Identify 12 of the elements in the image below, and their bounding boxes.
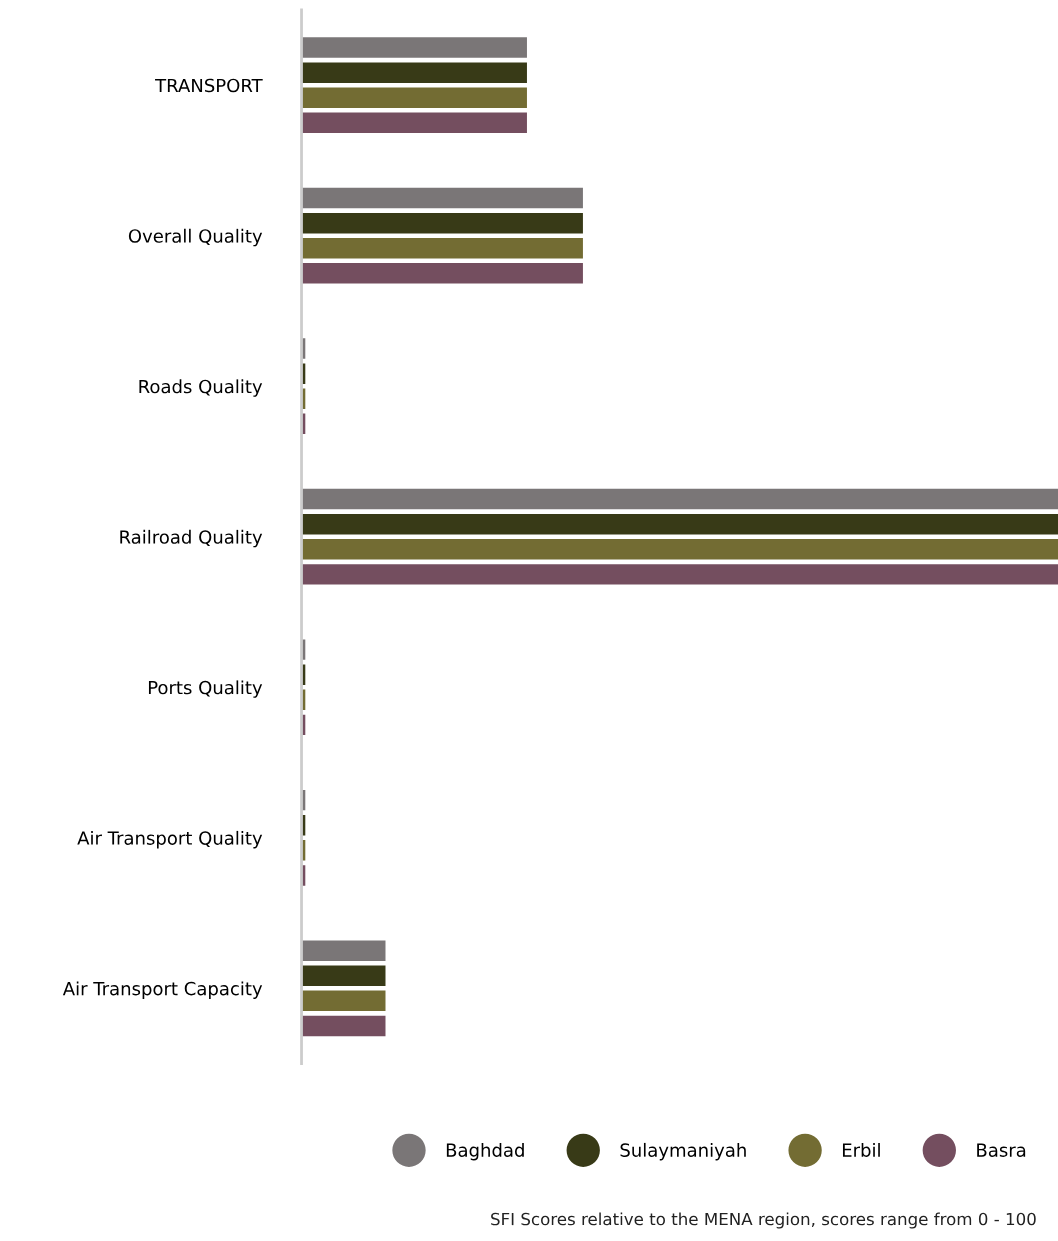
legend-label: Baghdad — [446, 1142, 524, 1161]
legend-label: Basra — [977, 1143, 1026, 1157]
legend-label: Sulaymaniyah — [620, 1142, 746, 1161]
y-tick-label: Air Transport Capacity — [62, 981, 263, 999]
legend-label: Erbil — [842, 1142, 880, 1157]
y-tick-label: TRANSPORT — [155, 78, 263, 93]
y-tick-label: Overall Quality — [128, 228, 263, 247]
y-tick-label: Ports Quality — [148, 680, 263, 698]
y-tick-label: Roads Quality — [139, 379, 263, 397]
y-tick-label: Railroad Quality — [120, 529, 263, 548]
y-tick-label: Air Transport Quality — [77, 830, 263, 849]
text: SFI Scores relative to the MENA region, scores range from 0 - 100 — [491, 1212, 1036, 1229]
